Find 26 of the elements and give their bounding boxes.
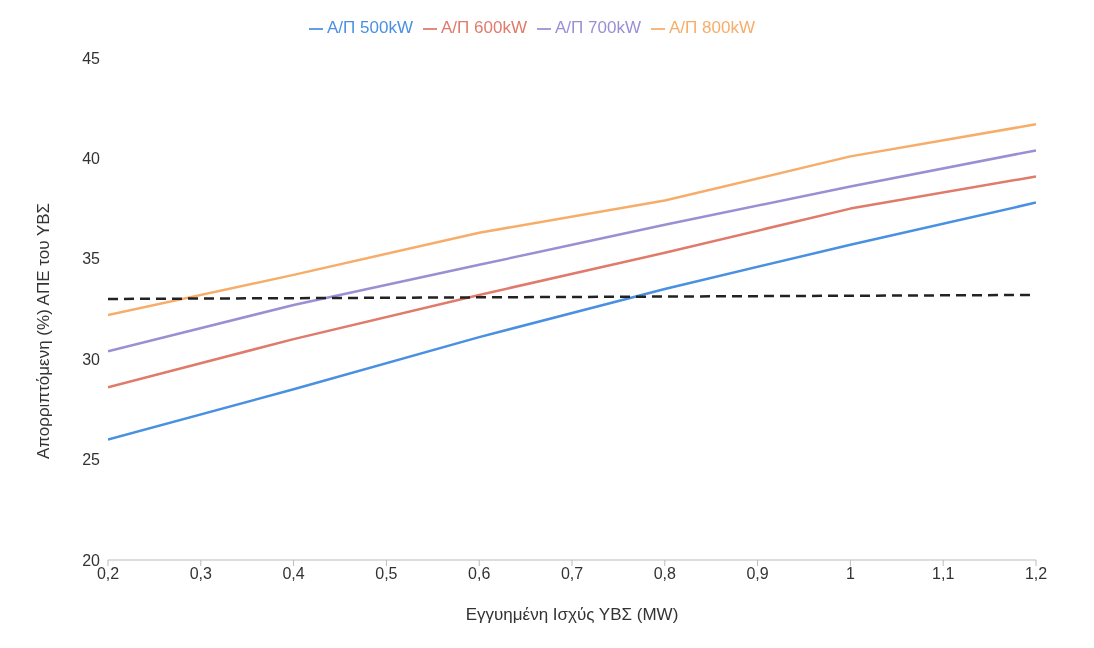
x-tick-label: 0,9 <box>746 565 769 583</box>
legend-label: Α/Π 700kW <box>555 18 641 37</box>
legend-label: Α/Π 600kW <box>441 18 527 37</box>
x-tick-label: 0,2 <box>96 565 120 583</box>
line-series <box>108 149 1036 353</box>
x-tick-label: 0,8 <box>653 565 677 583</box>
x-tick-label: 0,6 <box>468 565 491 583</box>
y-tick-label: 25 <box>82 451 101 469</box>
x-tick-label: 1 <box>845 565 855 583</box>
line-series <box>108 175 1036 389</box>
y-axis-title: Απορριπτόμενη (%) ΑΠΕ του ΥΒΣ <box>34 202 54 459</box>
x-tick-label: 0,7 <box>560 565 584 583</box>
y-tick-label: 40 <box>82 150 101 168</box>
x-axis-title: Εγγυημένη Ισχύς ΥΒΣ (MW) <box>465 605 679 624</box>
x-tick-label: 1,1 <box>932 565 955 583</box>
line-series <box>108 123 1036 317</box>
legend-label: Α/Π 800kW <box>668 18 755 37</box>
x-tick-label: 0,5 <box>375 565 398 583</box>
y-tick-label: 30 <box>82 350 101 368</box>
x-tick-label: 0,3 <box>189 565 213 583</box>
x-tick-label: 0,4 <box>282 565 305 583</box>
line-series <box>108 201 1036 441</box>
y-tick-label: 35 <box>82 250 101 268</box>
x-tick-label: 1,2 <box>1024 565 1048 583</box>
legend-label: Α/Π 500kW <box>327 18 414 37</box>
y-tick-label: 45 <box>82 49 101 67</box>
